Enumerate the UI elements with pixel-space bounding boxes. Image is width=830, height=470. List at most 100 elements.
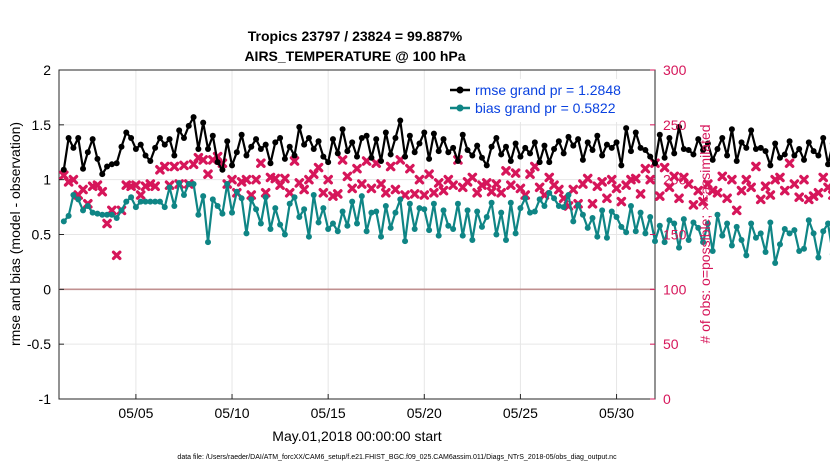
chart-title-line2: AIRS_TEMPERATURE @ 100 hPa xyxy=(244,48,465,64)
x-tick-label: 05/15 xyxy=(311,405,346,421)
rmse-point xyxy=(142,152,149,159)
rmse-point xyxy=(762,148,769,155)
obs-assimilated-marker xyxy=(68,174,79,185)
bias-point xyxy=(632,228,639,235)
obs-assimilated-marker xyxy=(712,188,723,198)
legend-rmse-marker xyxy=(456,86,464,94)
bias-point xyxy=(118,207,125,214)
rmse-point xyxy=(801,156,807,163)
obs-assimilated-marker xyxy=(227,174,237,185)
bias-point xyxy=(132,204,139,211)
bias-point xyxy=(440,207,447,214)
obs-assimilated-marker xyxy=(97,186,108,197)
rmse-point xyxy=(786,138,793,145)
bias-point xyxy=(104,211,111,218)
bias-point xyxy=(435,232,442,239)
rmse-point xyxy=(286,143,293,150)
rmse-line xyxy=(62,116,830,176)
bias-point xyxy=(757,230,764,237)
rmse-point xyxy=(685,147,692,154)
bias-point xyxy=(262,194,269,201)
bias-point xyxy=(459,232,466,239)
rmse-point xyxy=(474,142,481,149)
rmse-point xyxy=(820,134,827,141)
obs-assimilated-marker xyxy=(385,161,396,172)
bias-point xyxy=(704,220,711,227)
obs-assimilated-marker xyxy=(530,161,540,172)
rmse-point xyxy=(344,148,351,155)
bias-point xyxy=(238,195,245,202)
bias-point xyxy=(301,206,308,213)
bias-point xyxy=(594,233,601,240)
rmse-point xyxy=(291,152,298,159)
bias-point xyxy=(575,201,582,208)
bias-point xyxy=(690,219,697,226)
rmse-point xyxy=(623,125,630,132)
bias-point xyxy=(772,260,779,267)
rmse-point xyxy=(354,153,360,160)
obs-assimilated-marker xyxy=(486,186,497,197)
rmse-point xyxy=(70,144,77,151)
bias-point xyxy=(762,249,769,256)
bias-point xyxy=(430,200,437,207)
bias-series xyxy=(60,179,830,267)
bias-point xyxy=(195,211,202,218)
rmse-point xyxy=(229,162,236,169)
rmse-point xyxy=(253,136,260,143)
bias-point xyxy=(180,192,187,199)
bias-point xyxy=(551,195,558,202)
obs-assimilated-marker xyxy=(102,218,112,229)
rmse-point xyxy=(733,158,740,165)
y-axis-right-ticks: 0 50 100 150 200 250 300 xyxy=(650,62,687,407)
rmse-point xyxy=(104,163,111,170)
rmse-point xyxy=(358,134,365,141)
rmse-point xyxy=(488,143,495,150)
rmse-point xyxy=(363,132,370,139)
obs-assimilated-marker xyxy=(736,185,747,196)
rmse-point xyxy=(349,139,356,146)
x-axis-label: May.01,2018 00:00:00 start xyxy=(272,428,442,444)
rmse-point xyxy=(99,171,106,178)
bias-point xyxy=(209,196,216,203)
bias-point xyxy=(680,216,687,223)
obs-assimilated-marker xyxy=(544,172,555,183)
bias-point xyxy=(344,222,351,229)
obs-assimilated-marker xyxy=(390,184,401,195)
rmse-point xyxy=(632,129,639,136)
bias-point xyxy=(142,198,149,205)
rmse-point xyxy=(531,139,538,146)
rmse-point xyxy=(709,156,716,163)
rmse-point xyxy=(147,158,154,165)
obs-assimilated-marker xyxy=(400,190,410,200)
rmse-point xyxy=(430,130,437,137)
obs-assimilated-marker xyxy=(159,161,170,172)
rmse-point xyxy=(305,134,312,141)
rmse-point xyxy=(185,122,192,129)
obs-assimilated-markers xyxy=(59,151,830,261)
obs-assimilated-marker xyxy=(669,171,680,182)
obs-assimilated-marker xyxy=(746,182,756,193)
rmse-point xyxy=(551,145,558,152)
rmse-point xyxy=(416,140,423,147)
rmse-point xyxy=(200,119,207,126)
bias-point xyxy=(512,230,519,237)
rmse-point xyxy=(738,139,745,146)
obs-assimilated-marker xyxy=(107,205,117,216)
bias-point xyxy=(676,244,683,251)
bias-point xyxy=(527,209,534,216)
bias-point xyxy=(709,247,716,254)
obs-assimilated-marker xyxy=(784,158,795,169)
obs-assimilated-marker xyxy=(448,180,458,190)
bias-point xyxy=(325,226,332,233)
rmse-point xyxy=(450,144,457,151)
rmse-point xyxy=(656,131,663,138)
bias-point xyxy=(402,238,409,245)
obs-assimilated-marker xyxy=(179,160,189,171)
obs-assimilated-marker xyxy=(481,178,492,188)
legend-bias-marker xyxy=(456,104,464,112)
rmse-point xyxy=(517,153,524,160)
bias-point xyxy=(190,181,197,188)
bias-point xyxy=(137,198,144,205)
obs-assimilated-marker xyxy=(496,188,506,198)
obs-assimilated-marker xyxy=(424,169,434,179)
